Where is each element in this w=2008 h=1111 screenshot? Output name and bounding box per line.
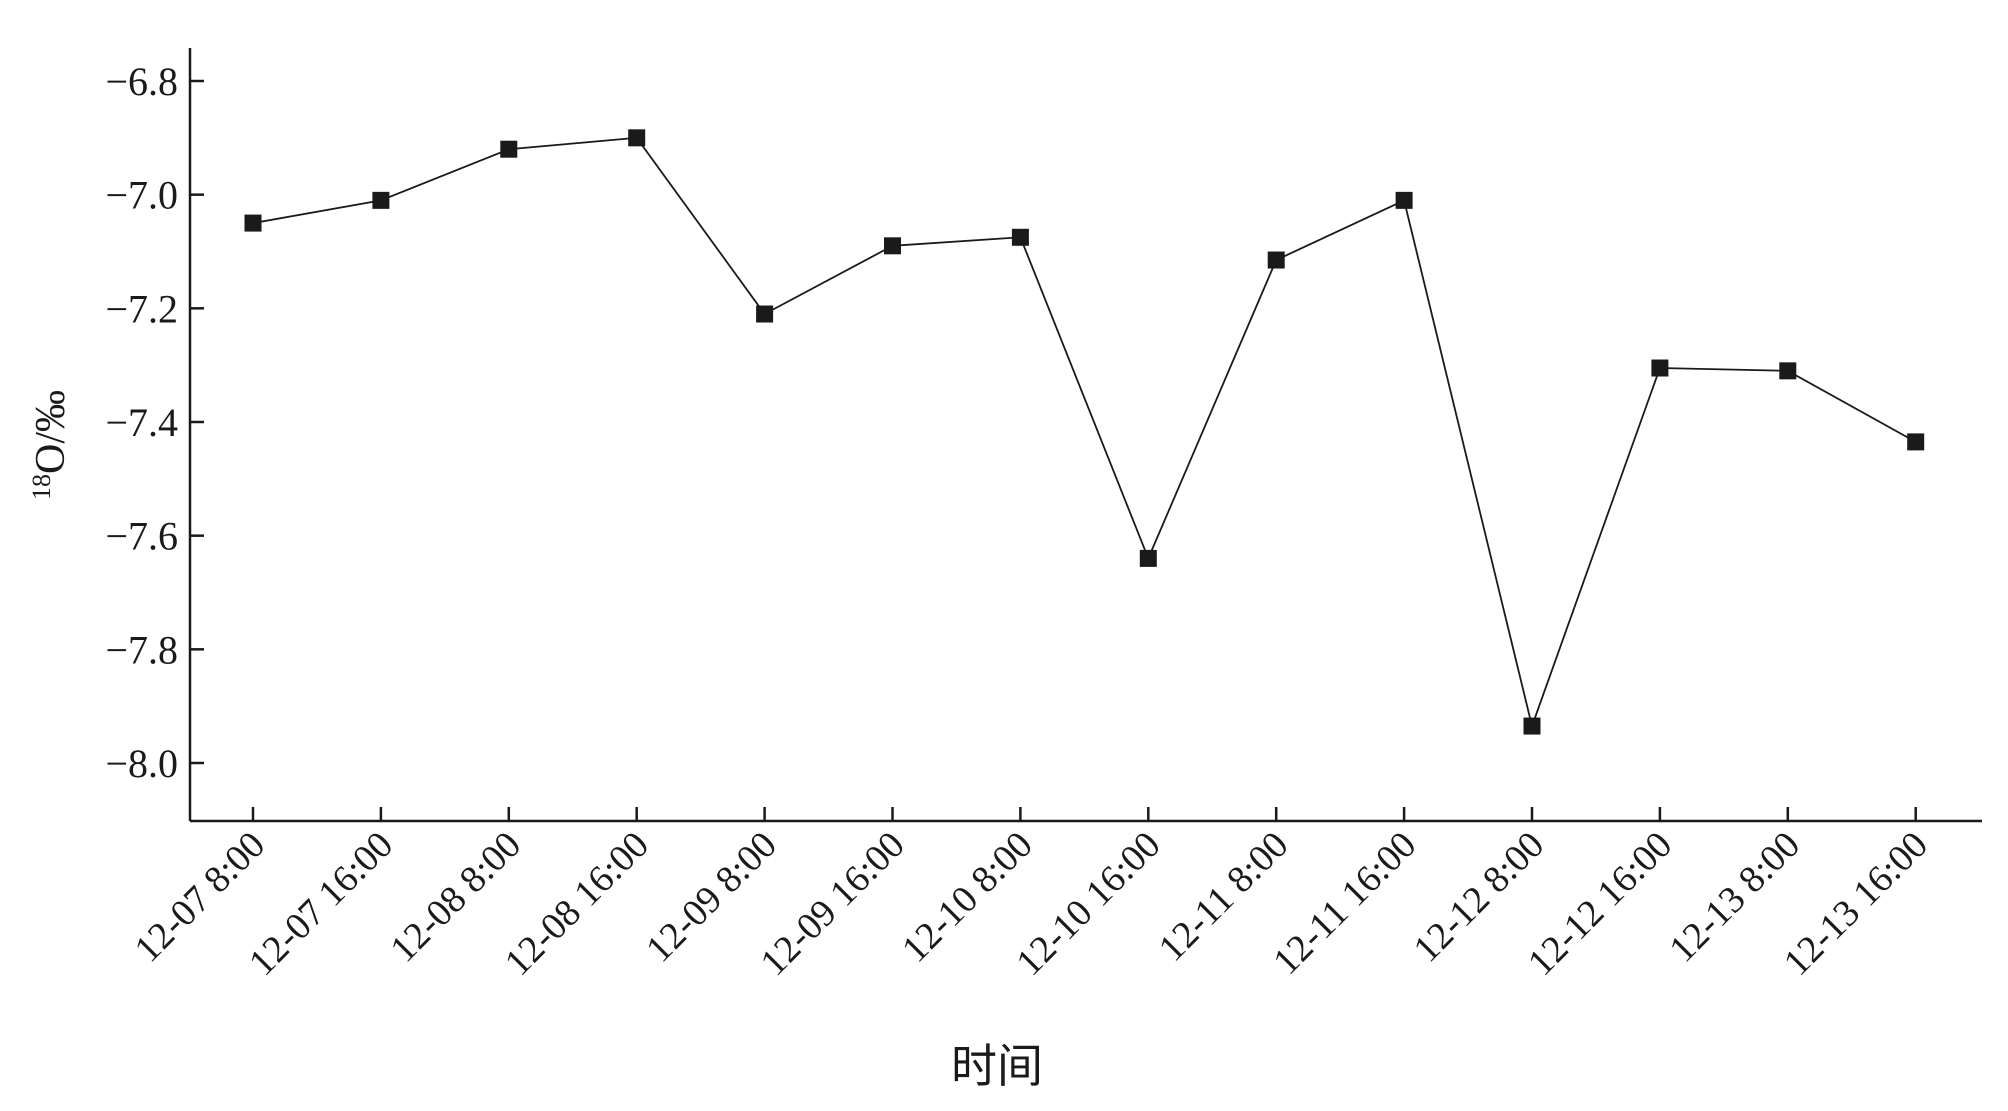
data-point-12-08-8-00 bbox=[500, 140, 518, 158]
y-tick-label: −7.6 bbox=[105, 514, 178, 559]
data-point-12-11-8-00 bbox=[1267, 251, 1285, 269]
y-tick-label: −7.4 bbox=[105, 400, 178, 445]
y-axis-title-superscript: 18 bbox=[27, 474, 56, 500]
data-point-12-10-8-00 bbox=[1011, 228, 1029, 246]
data-point-12-13-16-00 bbox=[1907, 433, 1925, 451]
series-line bbox=[252, 136, 1917, 730]
y-axis: −6.8 −7.0 −7.2 −7.4 −7.6 −7.8 −8.0 bbox=[105, 48, 204, 821]
data-point-12-13-8-00 bbox=[1779, 362, 1797, 380]
data-point-12-10-16-00 bbox=[1139, 549, 1157, 567]
data-point-12-12-8-00 bbox=[1523, 717, 1541, 735]
y-tick-label: −6.8 bbox=[105, 59, 178, 104]
data-point-12-12-16-00 bbox=[1651, 359, 1669, 377]
series-polyline bbox=[252, 136, 1917, 730]
y-axis-title: 18O/‰ bbox=[27, 390, 74, 500]
x-axis-title: 时间 bbox=[951, 1039, 1043, 1093]
y-tick-label: −7.0 bbox=[105, 173, 178, 218]
data-point-12-07-16-00 bbox=[372, 191, 390, 209]
y-axis-title-text: O/‰ bbox=[28, 390, 74, 474]
data-point-12-09-8-00 bbox=[756, 305, 774, 323]
y-tick-label: −8.0 bbox=[105, 741, 178, 786]
data-point-12-07-8-00 bbox=[244, 214, 262, 232]
data-point-12-09-16-00 bbox=[884, 237, 901, 255]
y-tick-label: −7.2 bbox=[105, 286, 178, 331]
y-tick-label: −7.8 bbox=[105, 627, 178, 672]
data-point-12-11-16-00 bbox=[1395, 191, 1413, 209]
data-point-12-08-16-00 bbox=[628, 129, 646, 147]
series-markers bbox=[244, 129, 1925, 735]
